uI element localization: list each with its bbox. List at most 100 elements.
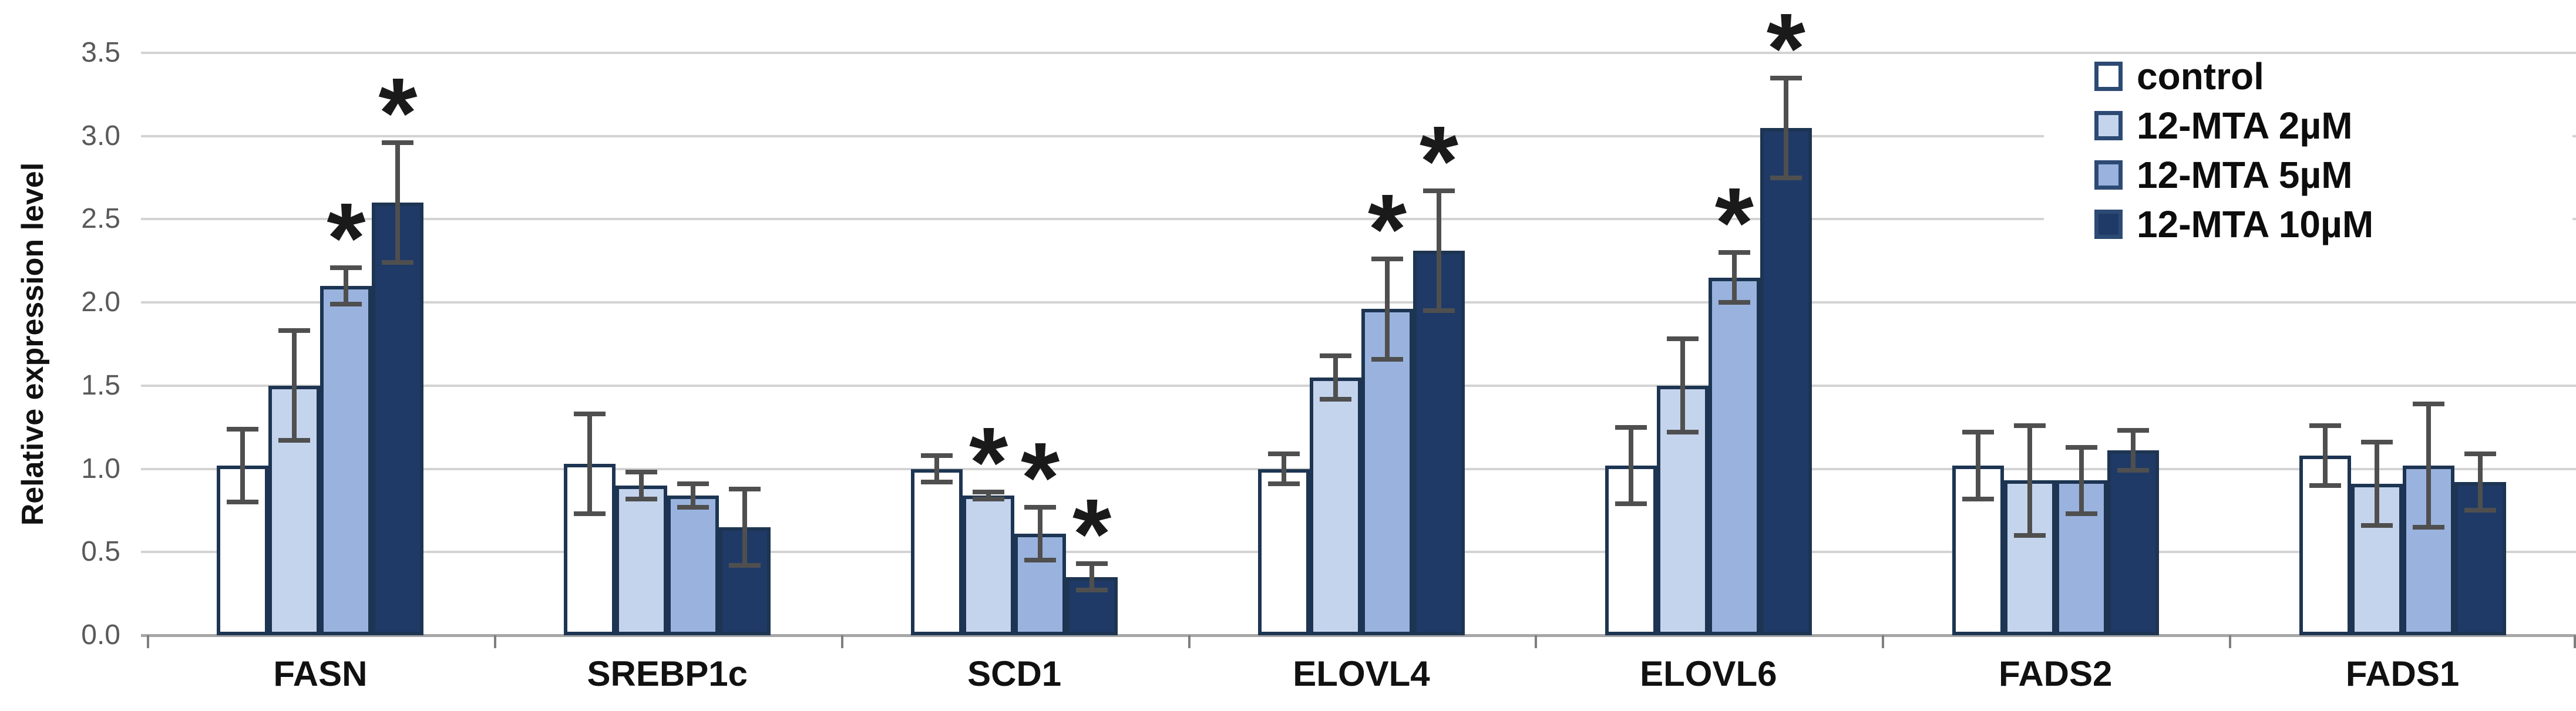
legend-swatch <box>2094 111 2123 140</box>
error-bar <box>639 472 644 499</box>
error-bar-cap <box>330 301 362 306</box>
error-bar-cap <box>1024 504 1057 510</box>
error-bar-cap <box>1770 175 1802 180</box>
y-tick-label: 2.5 <box>81 203 120 235</box>
error-bar <box>1437 191 1441 311</box>
error-bar-cap <box>973 490 1005 495</box>
error-bar-cap <box>921 480 953 485</box>
error-bar-cap <box>625 496 658 501</box>
error-bar <box>2426 404 2431 527</box>
error-bar-cap <box>2412 524 2444 530</box>
error-bar-cap <box>1268 481 1300 487</box>
error-bar-cap <box>382 260 414 265</box>
axis-boundary-tick <box>2574 635 2576 648</box>
category-label: ELOVL6 <box>1640 654 1777 693</box>
category-label: FADS2 <box>1999 654 2113 693</box>
error-bar-cap <box>1615 501 1647 507</box>
error-bar <box>742 488 748 565</box>
significance-asterisk: * <box>378 58 418 170</box>
error-bar-cap <box>1076 588 1108 593</box>
axis-boundary-tick <box>1535 635 1538 648</box>
legend-item: 12-MTA 10µM <box>2044 202 2572 247</box>
y-tick-label: 0.0 <box>81 619 120 651</box>
error-bar-cap <box>677 504 709 510</box>
bar <box>616 485 668 635</box>
error-bar-cap <box>1268 451 1300 457</box>
error-bar-cap <box>1666 336 1699 342</box>
error-bar <box>986 492 991 499</box>
axis-boundary-tick <box>493 635 496 648</box>
legend-item: 12-MTA 2µM <box>2044 103 2572 148</box>
error-bar-cap <box>2464 451 2496 457</box>
bar <box>1413 251 1465 635</box>
error-bar-cap <box>2117 468 2149 473</box>
error-bar <box>2130 430 2136 471</box>
error-bar-cap <box>1371 257 1403 262</box>
error-bar-cap <box>2065 511 2097 517</box>
bar <box>372 203 424 635</box>
category-label: SREBP1c <box>587 654 748 693</box>
error-bar <box>395 143 401 263</box>
error-bar-cap <box>330 265 362 270</box>
category-label: SCD1 <box>967 654 1062 693</box>
axis-boundary-tick <box>1188 635 1191 648</box>
error-bar-cap <box>1962 496 1994 501</box>
error-bar-cap <box>2309 423 2341 428</box>
bar <box>667 495 719 635</box>
legend: control 12-MTA 2µM 12-MTA 5µM 12-MTA 10µM <box>2044 54 2572 271</box>
error-bar <box>2079 447 2084 514</box>
error-bar <box>934 455 940 483</box>
error-bar-cap <box>2309 483 2341 488</box>
error-bar <box>344 267 349 304</box>
significance-asterisk: * <box>1714 167 1754 279</box>
gridline <box>141 52 2576 54</box>
error-bar-cap <box>973 496 1005 501</box>
error-bar-cap <box>1770 75 1802 80</box>
y-tick-label: 1.0 <box>81 453 120 484</box>
category-label: FADS1 <box>2345 654 2460 693</box>
error-bar <box>1783 77 1788 178</box>
bar <box>963 495 1015 635</box>
legend-swatch <box>2094 160 2123 190</box>
error-bar-cap <box>1423 188 1455 194</box>
bar <box>1361 309 1413 635</box>
y-tick-label: 0.5 <box>81 536 120 568</box>
error-bar-cap <box>2360 440 2393 445</box>
y-tick-label: 3.5 <box>81 37 120 68</box>
bar <box>320 285 372 635</box>
bar <box>1258 469 1310 635</box>
error-bar-cap <box>729 486 761 491</box>
bar <box>1708 277 1760 635</box>
error-bar-cap <box>1423 308 1455 314</box>
bar <box>2107 450 2159 635</box>
error-bar <box>2322 425 2328 486</box>
error-bar-cap <box>1718 250 1750 255</box>
legend-item: 12-MTA 5µM <box>2044 153 2572 197</box>
category-label: FASN <box>273 654 368 693</box>
error-bar <box>1628 427 1633 504</box>
significance-asterisk: * <box>1419 106 1459 218</box>
axis-boundary-tick <box>147 635 149 648</box>
bar <box>911 469 963 635</box>
error-bar <box>1680 339 1685 433</box>
significance-asterisk: * <box>1367 174 1407 286</box>
category-label: ELOVL4 <box>1293 654 1430 693</box>
error-bar <box>1282 454 1286 484</box>
error-bar-cap <box>2065 444 2097 450</box>
error-bar-cap <box>278 328 311 333</box>
gridline <box>141 218 2576 221</box>
error-bar <box>2027 425 2032 535</box>
legend-label: control <box>2137 55 2264 97</box>
gridline <box>141 634 2576 637</box>
error-bar-cap <box>1615 424 1647 430</box>
legend-label: 12-MTA 5µM <box>2137 154 2353 196</box>
legend-swatch <box>2094 210 2123 239</box>
error-bar-cap <box>625 470 658 475</box>
error-bar-cap <box>1666 430 1699 435</box>
error-bar-cap <box>921 453 953 458</box>
legend-swatch <box>2094 62 2123 91</box>
error-bar <box>2477 454 2483 511</box>
y-tick-label: 1.5 <box>81 369 120 401</box>
significance-asterisk: * <box>327 182 366 294</box>
